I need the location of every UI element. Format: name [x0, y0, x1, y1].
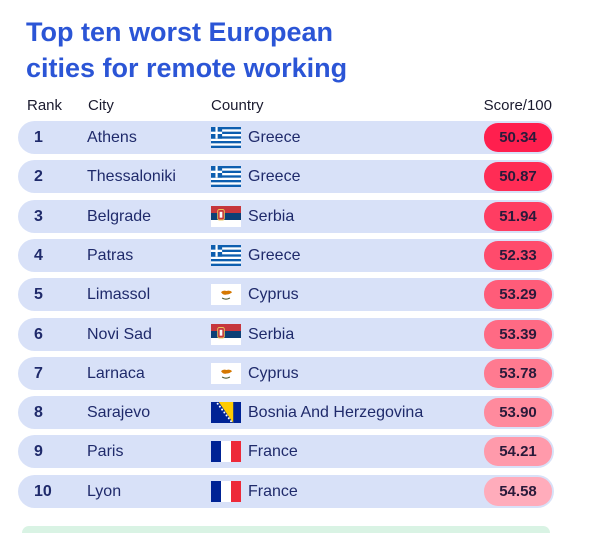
score-badge: 50.87 [484, 162, 552, 192]
country-cell: France [248, 443, 298, 461]
cyprus-flag-icon [211, 284, 241, 306]
country-cell: Greece [248, 246, 301, 264]
rank-cell: 3 [34, 207, 43, 225]
score-badge: 50.34 [484, 123, 552, 152]
rank-cell: 6 [34, 325, 43, 343]
rank-cell: 7 [34, 364, 43, 382]
country-cell: Greece [248, 168, 301, 186]
greece-flag-icon [211, 166, 241, 188]
cyprus-flag-icon [211, 362, 241, 384]
country-cell: Greece [248, 129, 301, 146]
rank-cell: 10 [34, 482, 52, 500]
rank-cell: 8 [34, 404, 43, 422]
rank-cell: 5 [34, 286, 43, 304]
score-badge: 53.39 [484, 319, 552, 349]
table-row: 1 Athens Greece 50.34 [18, 121, 554, 154]
city-cell: Novi Sad [87, 325, 152, 343]
table-header: Rank City Country Score/100 [18, 97, 554, 119]
city-cell: Lyon [87, 482, 122, 500]
city-cell: Limassol [87, 286, 151, 304]
rank-cell: 1 [34, 129, 43, 146]
france-flag-icon [211, 480, 241, 502]
rank-cell: 2 [34, 168, 43, 186]
city-cell: Athens [87, 129, 137, 146]
column-header-rank: Rank [27, 97, 63, 114]
country-cell: Cyprus [248, 364, 299, 382]
city-cell: Belgrade [87, 207, 152, 225]
table-row: 5 Limassol Cyprus 53.29 [18, 278, 554, 312]
france-flag-icon [211, 441, 241, 463]
country-cell: France [248, 482, 298, 500]
greece-flag-icon [211, 127, 241, 148]
table-row: 8 Sarajevo Bosnia And Herzegovina 53.90 [18, 396, 554, 430]
table-row: 6 Novi Sad Serbia 53.39 [18, 317, 554, 351]
rank-cell: 4 [34, 246, 43, 264]
city-cell: Sarajevo [87, 404, 151, 422]
country-cell: Bosnia And Herzegovina [248, 404, 424, 422]
country-cell: Serbia [248, 325, 295, 343]
score-badge: 52.33 [484, 240, 552, 270]
greece-flag-icon [211, 244, 241, 266]
city-cell: Larnaca [87, 364, 145, 382]
city-cell: Patras [87, 246, 134, 264]
table-row: 7 Larnaca Cyprus 53.78 [18, 356, 554, 390]
next-section-strip [22, 526, 550, 533]
city-cell: Paris [87, 443, 124, 461]
serbia-flag-icon [211, 205, 241, 227]
bosnia-flag-icon [211, 402, 241, 424]
score-badge: 53.29 [484, 280, 552, 310]
table-row: 10 Lyon France 54.58 [18, 474, 554, 508]
page-title: Top ten worst European cities for remote… [26, 14, 546, 86]
city-cell: Thessaloniki [87, 168, 176, 186]
column-header-score: Score/100 [483, 97, 552, 114]
rank-cell: 9 [34, 443, 43, 461]
column-header-country: Country [211, 97, 264, 114]
title-line-2: cities for remote working [26, 53, 348, 83]
country-cell: Cyprus [248, 286, 299, 304]
country-cell: Serbia [248, 207, 295, 225]
score-badge: 51.94 [484, 201, 552, 231]
title-line-1: Top ten worst European [26, 17, 334, 47]
score-badge: 54.58 [484, 476, 552, 506]
table-row: 3 Belgrade Serbia 51.94 [18, 199, 554, 233]
table-row: 2 Thessaloniki Greece 50.87 [18, 160, 554, 194]
table-row: 9 Paris France 54.21 [18, 435, 554, 469]
score-badge: 53.78 [484, 358, 552, 388]
table-row: 4 Patras Greece 52.33 [18, 238, 554, 272]
column-header-city: City [88, 97, 114, 114]
score-badge: 54.21 [484, 437, 552, 467]
serbia-flag-icon [211, 323, 241, 345]
score-badge: 53.90 [484, 398, 552, 428]
